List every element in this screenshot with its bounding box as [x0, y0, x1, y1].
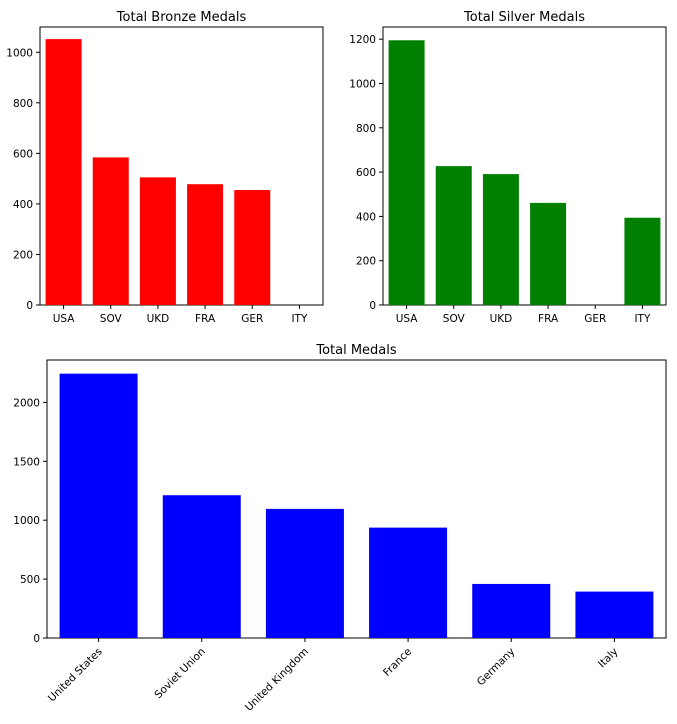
- y-tick-label: 1000: [349, 78, 376, 90]
- x-tick-label: FRA: [538, 313, 559, 325]
- bar: [530, 202, 567, 305]
- bar: [575, 591, 654, 638]
- y-tick-label: 2000: [13, 397, 40, 409]
- y-tick-label: 400: [13, 199, 33, 211]
- x-tick-label: France: [381, 646, 414, 679]
- y-tick-label: 0: [33, 633, 40, 645]
- x-tick-label: GER: [584, 313, 606, 325]
- bar: [435, 166, 472, 305]
- plot-frame: [46, 359, 667, 639]
- chart-title: Total Medals: [315, 343, 397, 358]
- chart-title: Total Bronze Medals: [116, 10, 247, 25]
- x-tick-label: United Kingdom: [243, 646, 311, 714]
- x-tick-label: ITY: [634, 313, 651, 325]
- x-tick-label: ITY: [291, 313, 308, 325]
- y-tick-label: 1000: [13, 515, 40, 527]
- plot-frame: [39, 26, 324, 306]
- bar: [265, 508, 344, 638]
- x-tick-label: USA: [396, 313, 419, 325]
- y-tick-label: 800: [356, 123, 376, 135]
- bar: [472, 583, 551, 638]
- bar: [59, 373, 138, 638]
- x-tick-label: GER: [241, 313, 263, 325]
- y-tick-label: 0: [369, 300, 376, 312]
- y-tick-label: 800: [13, 98, 33, 110]
- x-tick-label: UKD: [147, 313, 170, 325]
- bronze-medals-chart: Total Bronze Medals USA SOV UKD FRA GER ITY 0 2…: [6, 10, 324, 325]
- bar: [624, 217, 661, 305]
- x-tick-label: Germany: [475, 646, 518, 689]
- x-tick-label: SOV: [443, 313, 466, 325]
- bar: [482, 174, 519, 305]
- y-tick-label: 600: [13, 148, 33, 160]
- chart-title: Total Silver Medals: [463, 10, 585, 25]
- y-tick-label: 600: [356, 167, 376, 179]
- bar: [187, 184, 224, 305]
- x-tick-label: UKD: [490, 313, 513, 325]
- bar: [234, 190, 271, 305]
- y-tick-label: 1000: [6, 47, 33, 59]
- bar: [92, 157, 129, 305]
- bar: [388, 40, 425, 306]
- y-tick-label: 0: [26, 300, 33, 312]
- y-tick-label: 200: [13, 249, 33, 261]
- x-tick-label: Soviet Union: [152, 646, 207, 701]
- bar: [139, 177, 176, 305]
- bar: [45, 39, 82, 305]
- x-tick-label: Italy: [596, 646, 621, 671]
- x-tick-label: United States: [46, 646, 105, 705]
- x-tick-label: USA: [53, 313, 76, 325]
- bar: [369, 527, 448, 638]
- x-tick-label: SOV: [100, 313, 123, 325]
- y-tick-label: 500: [20, 574, 40, 586]
- plot-frame: [382, 26, 667, 306]
- y-tick-label: 400: [356, 211, 376, 223]
- y-tick-label: 1200: [349, 34, 376, 46]
- bar: [162, 495, 241, 638]
- silver-medals-chart: Total Silver Medals USA SOV UKD FRA GER ITY 0 2…: [349, 10, 667, 325]
- x-tick-label: FRA: [195, 313, 216, 325]
- y-tick-label: 1500: [13, 456, 40, 468]
- y-tick-label: 200: [356, 256, 376, 268]
- total-medals-chart: Total Medals United States Soviet Union Un…: [13, 343, 667, 714]
